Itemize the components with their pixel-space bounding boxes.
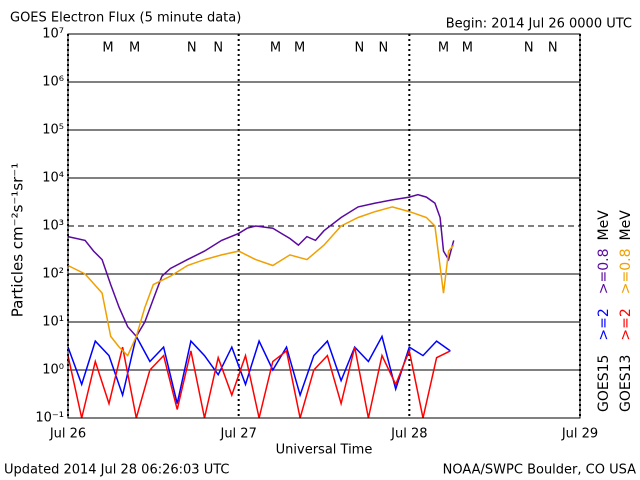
y-tick-label: 10⁴ bbox=[42, 171, 64, 186]
time-marker: M bbox=[462, 41, 473, 56]
y-tick-label: 10² bbox=[42, 267, 64, 282]
legend-entry: >=2 bbox=[596, 308, 612, 340]
y-tick-label: 10³ bbox=[42, 219, 64, 234]
legend-unit: MeV bbox=[618, 210, 634, 241]
legend: GOES15 >=2 >=0.8 MeV bbox=[596, 210, 612, 412]
series-line bbox=[67, 206, 455, 357]
legend-entry: >=2 bbox=[618, 308, 634, 340]
chart-title: GOES Electron Flux (5 minute data) bbox=[10, 11, 241, 26]
legend-unit: MeV bbox=[596, 210, 612, 241]
time-marker: N bbox=[379, 41, 389, 56]
legend-entry: >=0.8 bbox=[596, 248, 612, 294]
time-marker: N bbox=[213, 41, 223, 56]
x-tick-label: Jul 26 bbox=[49, 427, 86, 442]
y-tick-label: 10⁻¹ bbox=[35, 411, 64, 426]
y-tick-label: 10⁰ bbox=[42, 363, 64, 378]
plot-frame bbox=[67, 33, 581, 419]
legend: GOES13 >=2 >=0.8 MeV bbox=[618, 210, 634, 412]
series-line bbox=[67, 334, 451, 404]
footer-left: Updated 2014 Jul 28 06:26:03 UTC bbox=[4, 463, 229, 478]
legend-satellite: GOES13 bbox=[618, 355, 634, 412]
time-marker: N bbox=[524, 41, 534, 56]
legend-entry: >=0.8 bbox=[618, 248, 634, 294]
time-marker: M bbox=[294, 41, 305, 56]
y-tick-label: 10⁶ bbox=[42, 75, 64, 90]
y-tick-label: 10¹ bbox=[42, 315, 64, 330]
time-marker: N bbox=[354, 41, 364, 56]
legend-satellite: GOES15 bbox=[596, 355, 612, 412]
series-line bbox=[67, 193, 455, 338]
footer-right: NOAA/SWPC Boulder, CO USA bbox=[443, 463, 636, 478]
x-tick-label: Jul 29 bbox=[561, 427, 598, 442]
chart-subtitle: Begin: 2014 Jul 26 0000 UTC bbox=[446, 17, 632, 32]
time-marker: N bbox=[187, 41, 197, 56]
time-marker: M bbox=[102, 41, 113, 56]
time-marker: N bbox=[548, 41, 558, 56]
time-marker: M bbox=[270, 41, 281, 56]
time-marker: M bbox=[438, 41, 449, 56]
x-tick-label: Jul 28 bbox=[390, 427, 427, 442]
time-marker: M bbox=[129, 41, 140, 56]
y-tick-label: 10⁷ bbox=[42, 27, 64, 42]
y-tick-label: 10⁵ bbox=[42, 123, 64, 138]
x-tick-label: Jul 27 bbox=[219, 427, 256, 442]
y-axis-label: Particles cm⁻²s⁻¹sr⁻¹ bbox=[9, 163, 27, 317]
x-axis-label: Universal Time bbox=[276, 443, 373, 458]
